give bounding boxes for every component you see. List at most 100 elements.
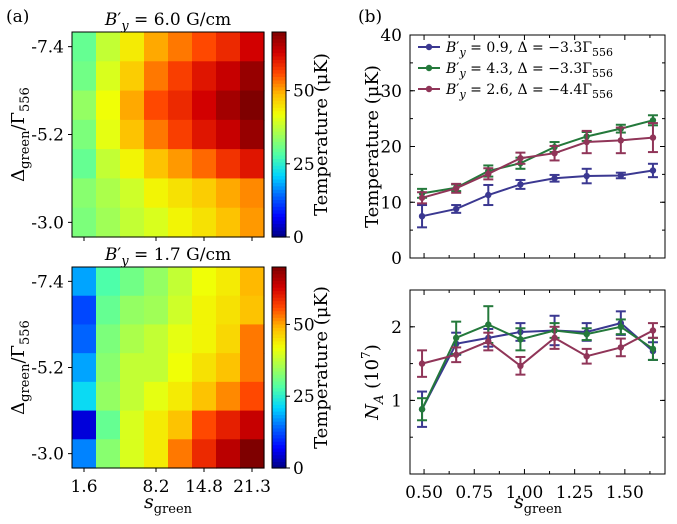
colorbar-segment [272,424,286,429]
colorbar-segment [272,90,286,95]
y-tick-label: -7.4 [31,38,64,58]
heatmap-cell [168,178,193,209]
heatmap-cell [216,295,241,326]
heatmap-cell [72,410,97,440]
heatmap-cell [120,178,145,209]
heatmap-cell [240,119,265,150]
x-tick-label: 1.50 [606,483,644,503]
colorbar-segment [272,283,286,288]
heatmap-cell [144,410,169,440]
heatmap-title: B′y = 6.0 G/cm [104,10,231,34]
colorbar-segment [272,151,286,156]
colorbar-tick-label: 50 [293,315,315,335]
legend-marker [425,64,433,72]
heatmap-cell [96,149,121,180]
colorbar-segment [272,380,286,385]
data-point [649,345,657,353]
colorbar-segment [272,202,286,207]
heatmap-cell [216,381,241,412]
heatmap-top: -7.4 -5.2 -3.0 [31,31,265,241]
heatmap-cell [240,353,265,383]
x-tick-label: 8.2 [142,477,169,497]
heatmap-title: B′y = 1.7 G/cm [104,245,231,269]
colorbar-segment [272,447,286,452]
colorbar-segment [272,206,286,211]
colorbar-segment [272,219,286,224]
colorbar-segment [272,367,286,372]
heatmap-cell [72,381,97,412]
colorbar-segment [272,421,286,426]
heatmap-cell [192,324,217,354]
series-line [421,119,654,195]
heatmap-cell [168,149,193,180]
colorbar-segment [272,45,286,50]
heatmap-cell [96,439,121,469]
series-line [421,322,654,410]
colorbar-segment [272,280,286,285]
series-2 [417,122,658,205]
colorbar-segment [272,59,286,64]
series-1 [417,305,658,422]
heatmap-cell [72,324,97,354]
panel-label-b: (b) [358,7,382,27]
heatmap-cell [72,207,97,238]
colorbar-segment [272,464,286,469]
heatmap-cell [216,90,241,121]
colorbar-segment [272,444,286,449]
colorbar-segment [272,117,286,122]
colorbar-segment [272,313,286,318]
colorbar-segment [272,182,286,187]
colorbar-segment [272,417,286,422]
data-point [517,336,524,343]
heatmap-cell [192,61,217,92]
colorbar-segment [272,178,286,183]
data-point [551,175,558,182]
heatmap-ylabel: Δgreen/Γ556 [8,320,33,415]
colorbar-segment [272,270,286,275]
atom-number-ylabel: NA (107) [359,344,387,420]
data-point [649,327,657,334]
data-point [485,321,492,328]
data-point [517,362,524,370]
colorbar-segment [272,390,286,395]
y-tick-label: 10 [380,193,402,213]
series-line [421,323,654,410]
colorbar-segment [272,310,286,315]
heatmap-cell [120,267,145,297]
heatmap-cell [120,119,145,150]
heatmap-cell [216,149,241,180]
y-tick-label: -3.0 [31,445,64,465]
y-tick-label: 1 [391,391,402,411]
data-point [452,334,460,342]
heatmap-cell [192,381,217,412]
y-tick-label: 40 [380,26,402,46]
colorbar-segment [272,199,286,204]
heatmap-cell [240,295,265,326]
heatmap-cell [144,149,169,180]
colorbar-segment [272,277,286,281]
heatmap-cell [168,267,193,297]
y-tick-label: 2 [391,318,402,338]
heatmap-cell [168,119,193,150]
colorbar-segment [272,374,286,379]
colorbar-segment [272,401,286,405]
heatmap-cell [72,119,97,150]
heatmap-cell [72,439,97,469]
heatmap-cell [216,119,241,150]
data-point [551,334,558,342]
heatmap-cell [240,178,265,209]
colorbar-segment [272,273,286,278]
colorbar-segment [272,32,286,37]
colorbar-segment [272,69,286,74]
heatmap-cell [192,178,217,209]
heatmap-cell [96,324,121,354]
colorbar-segment [272,451,286,456]
colorbar-segment [272,387,286,392]
y-tick-label: -5.2 [31,359,64,379]
heatmap-cell [120,410,145,440]
colorbar-segment [272,144,286,149]
colorbar-segment [272,323,286,328]
colorbar-segment [272,437,286,442]
